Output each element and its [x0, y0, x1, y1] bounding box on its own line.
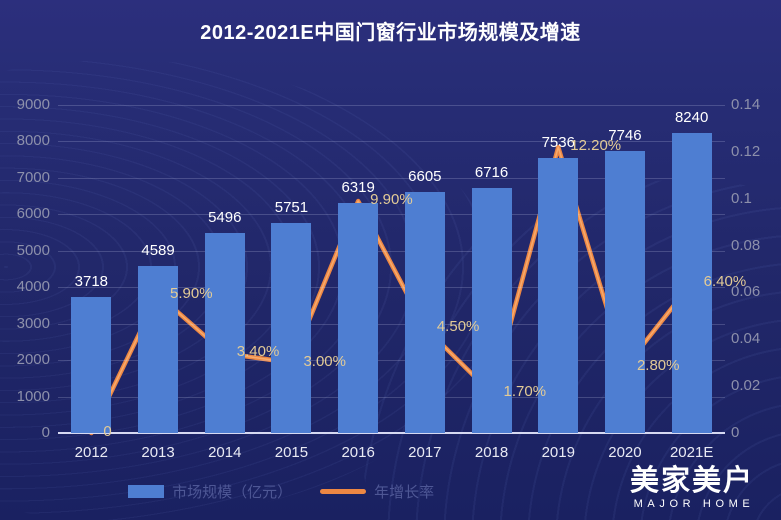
y-axis-tick-right: 0.08 — [731, 236, 761, 254]
legend-label-market-size: 市场规模（亿元） — [172, 484, 293, 501]
y-axis-tick-left: 2000 — [16, 351, 50, 369]
bar-2019 — [538, 158, 579, 433]
legend-item-growth-rate: 年增长率 — [320, 481, 434, 502]
bar-2018 — [471, 188, 512, 433]
gridline — [58, 214, 725, 216]
bar-2012 — [71, 297, 112, 433]
line-value-label: 2.80% — [636, 357, 680, 375]
line-value-label: 5.90% — [170, 284, 213, 302]
x-axis-label-2018: 2018 — [474, 444, 509, 461]
bar-2015 — [271, 223, 312, 433]
bar-2013 — [138, 265, 179, 433]
x-axis-label-2021E: 2021E — [669, 444, 714, 461]
bar-value-label: 7746 — [608, 126, 642, 144]
brand-logo-english: MAJOR HOME — [633, 498, 755, 510]
bar-value-label: 4589 — [141, 241, 175, 259]
line-value-label: 3.00% — [303, 352, 346, 370]
y-axis-tick-left: 5000 — [16, 241, 50, 259]
brand-logo-chinese: 美家美户 — [629, 464, 754, 497]
line-value-label: 4.50% — [436, 317, 480, 335]
x-axis-line — [58, 432, 725, 434]
y-axis-tick-left: 0 — [41, 424, 50, 441]
y-axis-tick-right: 0.12 — [731, 142, 761, 160]
bar-2014 — [204, 232, 245, 433]
y-axis-tick-left: 6000 — [16, 205, 50, 223]
x-axis-label-2014: 2014 — [208, 444, 242, 461]
y-axis-tick-right: 0.04 — [731, 330, 761, 348]
bar-2016 — [338, 202, 379, 433]
x-axis-label-2016: 2016 — [341, 444, 375, 461]
bar-value-label: 6319 — [341, 178, 375, 196]
gridline — [58, 287, 725, 289]
chart-title: 2012-2021E中国门窗行业市场规模及增速 — [200, 22, 581, 44]
x-axis-label-2012: 2012 — [74, 444, 109, 461]
gridline — [58, 250, 725, 252]
bar-value-label: 3718 — [74, 273, 109, 291]
y-axis-tick-left: 7000 — [16, 168, 50, 186]
line-series-swatch-icon — [320, 489, 367, 494]
bar-series-swatch-icon — [128, 485, 165, 498]
legend-label-growth-rate: 年增长率 — [374, 484, 435, 501]
line-value-label: 0 — [103, 423, 112, 440]
chart-legend: 市场规模（亿元） 年增长率 — [0, 481, 562, 502]
y-axis-tick-left: 9000 — [16, 96, 50, 113]
y-axis-tick-right: 0.02 — [731, 377, 761, 395]
line-value-label: 3.40% — [236, 343, 280, 361]
bar-value-label: 6716 — [474, 164, 509, 182]
growth-rate-polyline — [90, 146, 693, 434]
y-axis-tick-left: 1000 — [16, 387, 50, 405]
x-axis-label-2013: 2013 — [141, 444, 175, 461]
x-axis-label-2020: 2020 — [608, 444, 642, 461]
bar-2020 — [604, 150, 645, 433]
gridline — [58, 360, 725, 362]
line-value-label: 6.40% — [703, 273, 747, 291]
bar-2017 — [404, 192, 445, 433]
line-value-label: 1.70% — [503, 383, 547, 401]
bar-value-label: 6605 — [408, 168, 442, 186]
bar-value-label: 5496 — [208, 208, 242, 226]
bar-2021E — [671, 132, 712, 433]
brand-logo: 美家美户 MAJOR HOME — [617, 464, 767, 510]
gridline — [58, 141, 725, 143]
y-axis-tick-right: 0.14 — [731, 96, 761, 113]
bar-value-label: 5751 — [274, 199, 309, 217]
x-axis-label-2019: 2019 — [541, 444, 575, 461]
gridline — [58, 323, 725, 325]
y-axis-tick-right: 0.06 — [731, 283, 761, 301]
x-axis-label-2017: 2017 — [408, 444, 442, 461]
y-axis-tick-left: 4000 — [16, 278, 50, 296]
line-value-label: 12.20% — [570, 137, 622, 155]
legend-item-market-size: 市场规模（亿元） — [128, 481, 292, 502]
y-axis-tick-left: 8000 — [16, 132, 50, 150]
gridline — [58, 177, 725, 179]
y-axis-tick-right: 0 — [731, 424, 740, 441]
bar-value-label: 8240 — [674, 108, 709, 126]
gridline — [58, 105, 725, 106]
y-axis-tick-right: 0.1 — [731, 189, 752, 207]
x-axis-label-2015: 2015 — [274, 444, 309, 461]
y-axis-tick-left: 3000 — [16, 314, 50, 332]
gridline — [58, 396, 725, 398]
line-value-label: 9.90% — [370, 191, 413, 209]
bar-value-label: 7536 — [541, 134, 575, 152]
